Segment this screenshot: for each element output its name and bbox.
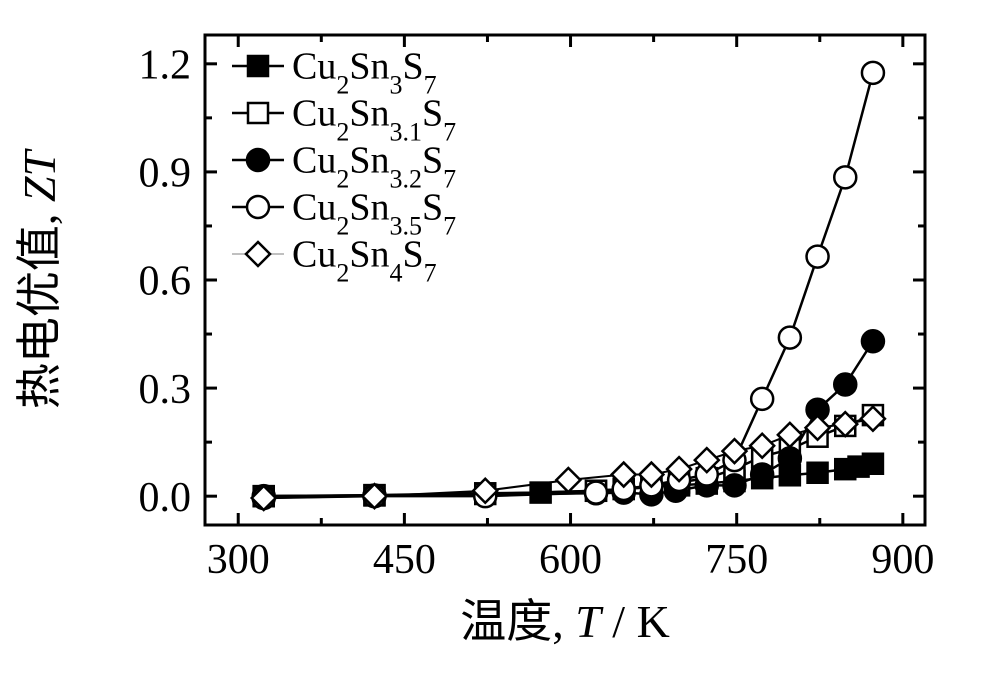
x-tick-label: 900	[871, 537, 934, 583]
svg-text:热电优值, ZT: 热电优值, ZT	[14, 148, 65, 410]
x-tick-label: 750	[705, 537, 768, 583]
x-axis-title: 温度, T / K	[460, 596, 670, 647]
chart-container: 300 450 600 750 900 0.0 0.3 0.6 0.9 1.2 热电优值, ZT 温度…	[0, 0, 1000, 690]
x-tick-label: 450	[373, 537, 436, 583]
y-axis-title: 热电优值, ZT	[14, 148, 65, 410]
chart-svg: 300 450 600 750 900 0.0 0.3 0.6 0.9 1.2 热电优值, ZT 温度…	[0, 0, 1000, 690]
y-tick-label: 1.2	[139, 43, 192, 89]
y-tick-label: 0.6	[139, 259, 192, 305]
x-tick-label: 600	[539, 537, 602, 583]
y-tick-label: 0.3	[139, 367, 192, 413]
y-tick-label: 0.9	[139, 151, 192, 197]
y-tick-label: 0.0	[139, 475, 192, 521]
x-tick-label: 300	[207, 537, 270, 583]
